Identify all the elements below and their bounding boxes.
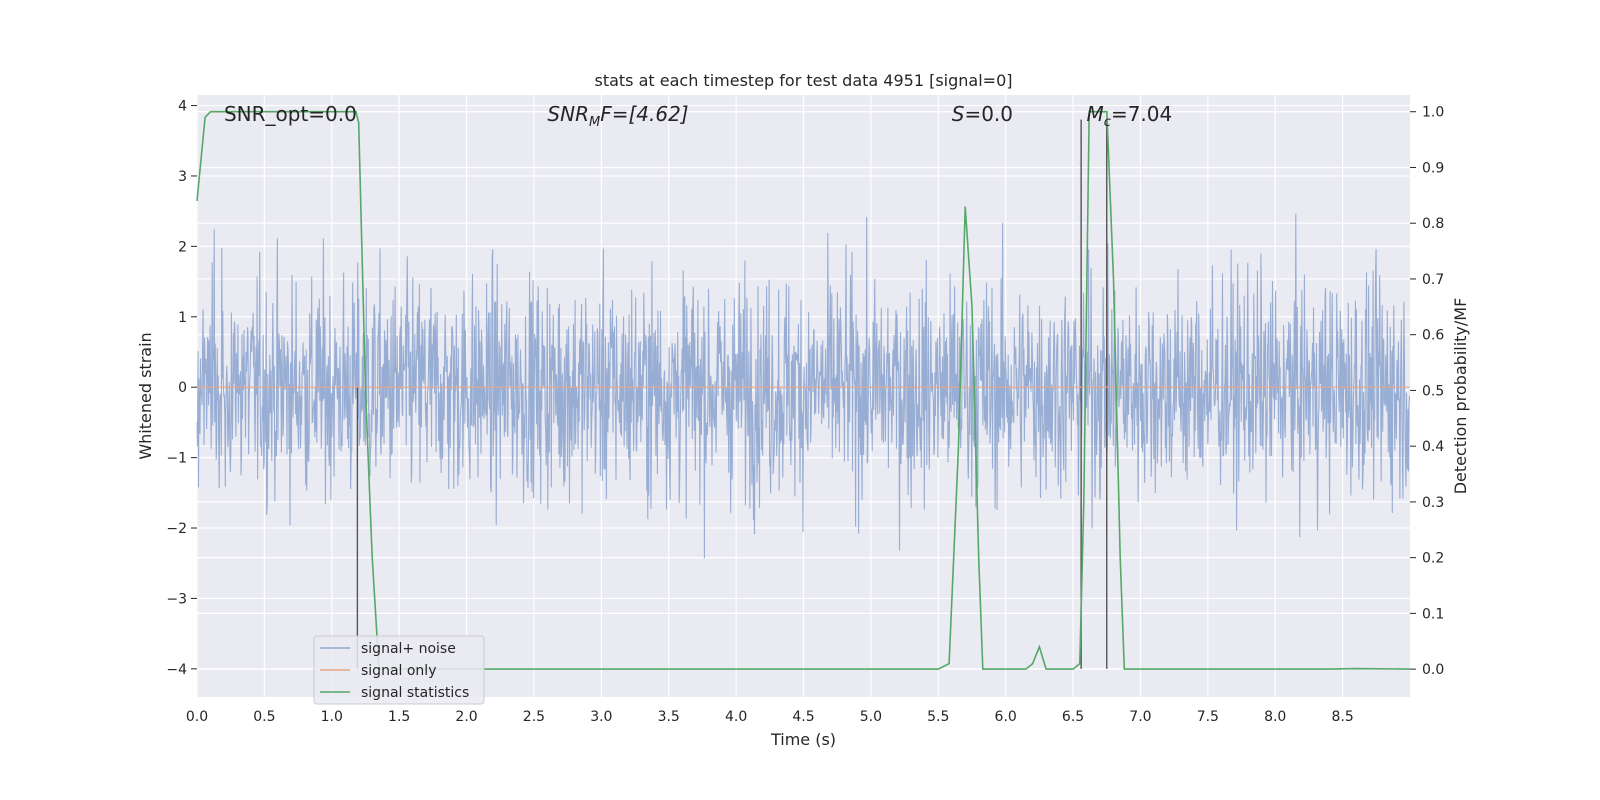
y-axis-right-label: Detection probability/MF	[1451, 298, 1470, 495]
y-right-tick-label: 0.7	[1422, 272, 1444, 288]
x-tick-label: 2.0	[455, 709, 477, 725]
y-right-tick-label: 0.4	[1422, 439, 1444, 455]
x-axis-label: Time (s)	[770, 730, 836, 749]
y-axis-label: Whitened strain	[136, 332, 155, 459]
x-tick-label: 5.5	[927, 709, 949, 725]
y-tick-label: −4	[166, 662, 187, 678]
x-tick-label: 3.5	[658, 709, 680, 725]
y-tick-label: −2	[166, 521, 187, 537]
y-right-tick-label: 0.3	[1422, 495, 1444, 511]
annotation-mc-sub: c	[1104, 115, 1111, 130]
annotation-s-rest: =0.0	[964, 102, 1013, 126]
legend-box	[313, 635, 485, 705]
annotation-snr-opt: SNR_opt=0.0	[224, 102, 357, 126]
signal-statistics-line	[196, 110, 1411, 670]
legend: signal+ noise signal only signal statist…	[313, 635, 485, 705]
signal-noise-trace	[196, 213, 1411, 559]
x-tick-label: 6.5	[1062, 709, 1084, 725]
annotation-snr-mf: SNRMF=[4.62]	[547, 102, 688, 130]
y-right-tick-label: 0.9	[1422, 160, 1444, 176]
y-tick-label: 2	[178, 239, 187, 255]
annotation-mc: Mc=7.04	[1087, 102, 1173, 130]
annotation-s: S=0.0	[952, 102, 1013, 126]
x-tick-label: 4.0	[725, 709, 747, 725]
y-tick-label: 4	[178, 99, 187, 115]
y-tick-label: 3	[178, 169, 187, 185]
chart-title: stats at each timestep for test data 495…	[594, 71, 1012, 90]
x-tick-label: 6.0	[995, 709, 1017, 725]
y-right-tick-label: 0.6	[1422, 328, 1444, 344]
annotation-snr-mf-sub: M	[589, 115, 600, 130]
x-tick-label: 0.5	[253, 709, 275, 725]
y-right-tick-label: 1.0	[1422, 105, 1444, 121]
annotation-s-main: S	[952, 102, 965, 126]
y-tick-label: 0	[178, 380, 187, 396]
annotation-mc-main: M	[1087, 102, 1104, 126]
legend-label-signal-only: signal only	[361, 663, 436, 679]
y-right-tick-label: 0.5	[1422, 383, 1444, 399]
axis-ticks: 0.0 0.5 1.0 1.5 2.0 2.5 3.0 3.5 4.0 4.5 5.0 5.5 6.0 6…	[166, 99, 1444, 725]
annotation-snr-mf-rest-text: F=[4.62]	[600, 102, 688, 126]
annotation-snr-mf-rest: F=[4.62]	[600, 102, 688, 126]
y-right-tick-label: 0.2	[1422, 551, 1444, 567]
y-right-tick-label: 0.0	[1422, 662, 1444, 678]
y-tick-label: −1	[166, 451, 187, 467]
x-tick-label: 5.0	[860, 709, 882, 725]
x-tick-label: 3.0	[590, 709, 612, 725]
annotation-mc-rest: =7.04	[1111, 102, 1172, 126]
x-tick-label: 2.5	[523, 709, 545, 725]
y-tick-label: 1	[178, 310, 187, 326]
y-right-tick-label: 0.8	[1422, 216, 1444, 232]
x-tick-label: 1.0	[321, 709, 343, 725]
legend-label-signal-noise: signal+ noise	[361, 641, 456, 657]
legend-label-signal-statistics: signal statistics	[361, 685, 469, 701]
y-tick-label: −3	[166, 591, 187, 607]
signal-noise-series	[196, 213, 1411, 559]
x-tick-label: 1.5	[388, 709, 410, 725]
x-tick-label: 7.0	[1129, 709, 1151, 725]
annotation-snr-mf-main: SNR	[547, 102, 589, 126]
x-tick-label: 8.0	[1264, 709, 1286, 725]
y-right-tick-label: 0.1	[1422, 606, 1444, 622]
x-tick-label: 8.5	[1331, 709, 1353, 725]
x-tick-label: 0.0	[186, 709, 208, 725]
x-tick-label: 4.5	[792, 709, 814, 725]
x-tick-label: 7.5	[1197, 709, 1219, 725]
